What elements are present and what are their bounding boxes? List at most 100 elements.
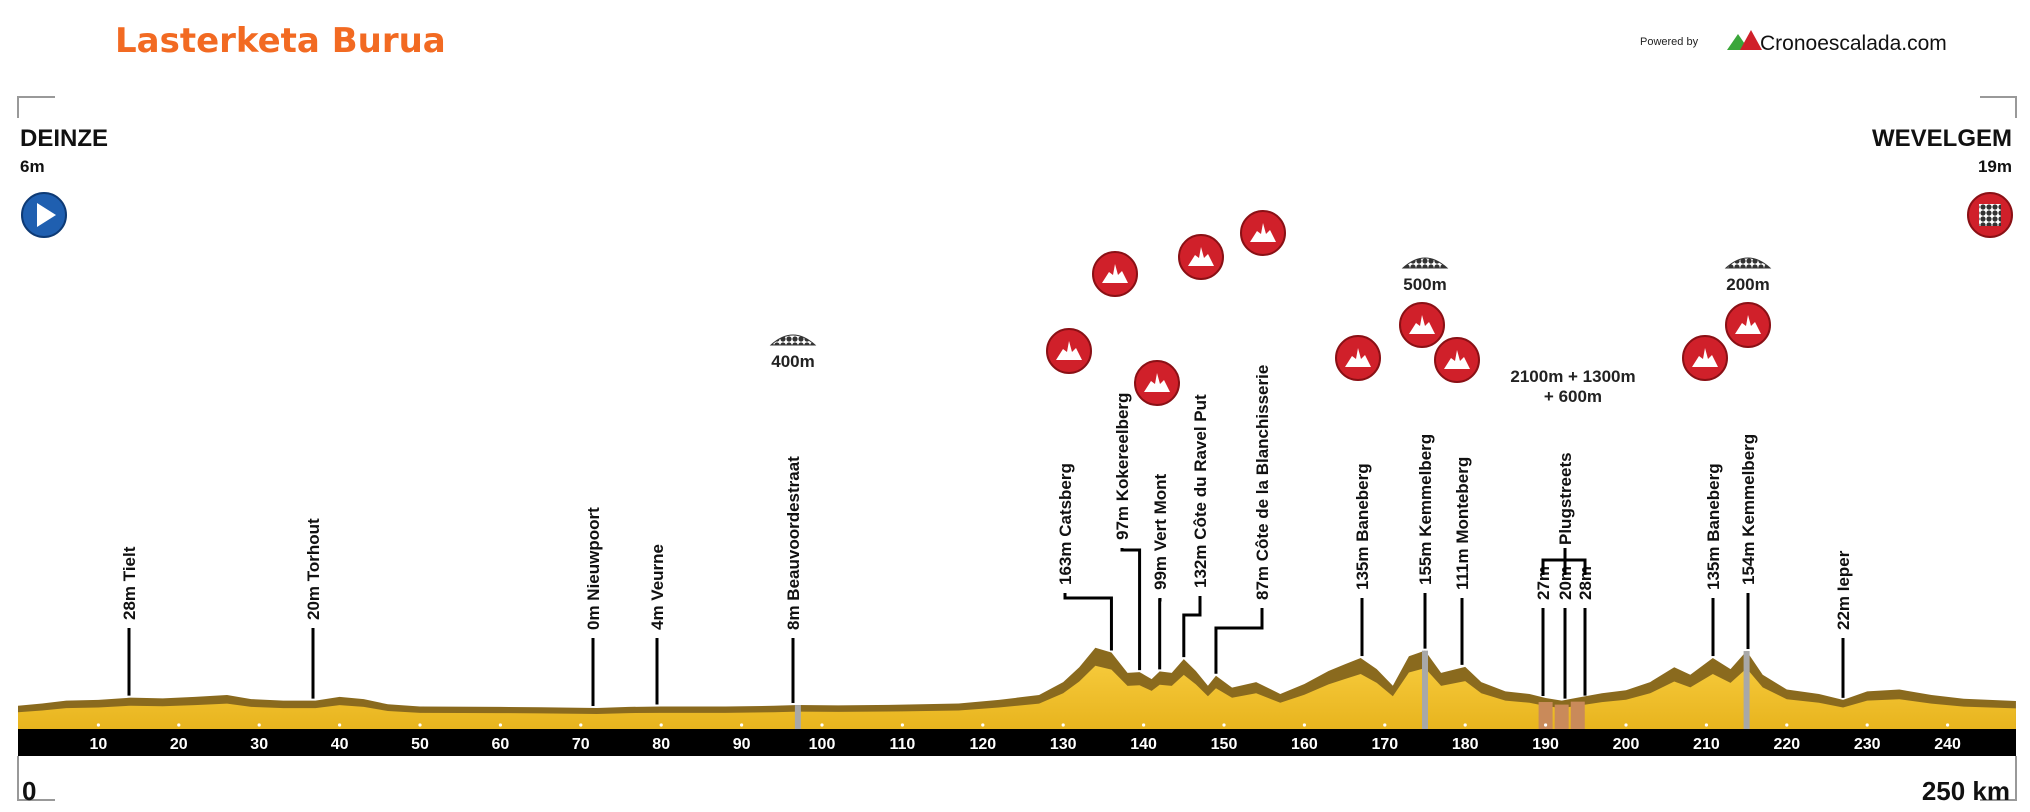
axis-start-label: 0	[22, 776, 36, 806]
tick-dot	[96, 723, 100, 727]
point-label: 87m Côte de la Blanchisserie	[1253, 365, 1272, 600]
x-tick-label: 230	[1854, 736, 1881, 753]
x-tick-label: 160	[1291, 736, 1318, 753]
axis-end-label: 250 km	[1922, 776, 2010, 806]
tick-dot	[338, 723, 342, 727]
tick-dot	[820, 723, 824, 727]
point-label: 22m Ieper	[1834, 550, 1853, 630]
climb-mountain-icon	[1046, 328, 1092, 374]
powered-by-text: Powered by	[1640, 36, 1699, 48]
point-label: 111m Monteberg	[1453, 457, 1472, 590]
plugstreets-note-line1: 2100m + 1300m	[1510, 367, 1635, 386]
point-label: 99m Vert Mont	[1151, 473, 1170, 590]
tick-dot	[1785, 723, 1789, 727]
mountain-glyph	[1144, 373, 1170, 392]
cronoescalada-logo-icon	[1727, 30, 1762, 50]
cobble-sector-bar	[1422, 650, 1428, 729]
finish-altitude: 19m	[1978, 157, 2012, 176]
cobble-sector-bar	[794, 705, 801, 729]
x-tick-label: 60	[492, 736, 510, 753]
frame	[17, 96, 2017, 801]
x-tick-label: 180	[1452, 736, 1479, 753]
point-label: 4m Veurne	[648, 544, 667, 630]
cobblestone-icon: 400m	[769, 334, 817, 371]
brand-link[interactable]: Cronoescalada.com	[1760, 32, 1947, 55]
tick-dot	[418, 723, 422, 727]
distance-axis-bar	[18, 729, 2016, 756]
gravel-sector-bar	[1538, 702, 1553, 729]
mountain-glyph	[1409, 315, 1435, 334]
cobblestone-icon: 200m	[1724, 257, 1772, 294]
tick-dot	[1061, 723, 1065, 727]
x-tick-label: 220	[1773, 736, 1800, 753]
x-tick-label: 110	[889, 736, 915, 753]
climb-mountain-icon	[1399, 302, 1445, 348]
climb-mountain-icon	[1434, 337, 1480, 383]
point-connector-line	[1214, 608, 1264, 674]
point-label: 155m Kemmelberg	[1416, 434, 1435, 585]
x-tick-label: 210	[1693, 736, 1720, 753]
profile-area	[18, 665, 2016, 729]
cobblestone-icon: 500m	[1401, 257, 1449, 294]
x-tick-label: 170	[1371, 736, 1398, 753]
tick-dot	[498, 723, 502, 727]
x-tick-label: 100	[809, 736, 836, 753]
tick-dot	[1624, 723, 1628, 727]
x-tick-label: 200	[1613, 736, 1640, 753]
finish-checkered-flag-icon	[1967, 192, 2013, 238]
plugstreets-bracket	[1541, 548, 1587, 575]
gravel-sector-bar	[1570, 701, 1585, 729]
point-label: 135m Baneberg	[1353, 463, 1372, 590]
point-label: 135m Baneberg	[1704, 463, 1723, 590]
tick-dot	[659, 723, 663, 727]
mountain-glyph	[1735, 315, 1761, 334]
x-tick-label: 20	[170, 736, 188, 753]
climb-mountain-icon	[1178, 234, 1224, 280]
tick-dot	[1865, 723, 1869, 727]
point-label: 27m	[1534, 566, 1553, 600]
mountain-glyph	[1056, 341, 1082, 360]
x-tick-label: 150	[1211, 736, 1238, 753]
mountain-glyph	[1345, 348, 1371, 367]
tick-dot	[257, 723, 261, 727]
x-tick-label: 30	[250, 736, 268, 753]
cobble-dome	[1724, 257, 1772, 269]
tick-dot	[579, 723, 583, 727]
cobble-sector-bar	[1743, 651, 1750, 729]
cobble-sector-length: 500m	[1403, 275, 1446, 294]
point-label: 97m Kokereelberg	[1113, 393, 1132, 540]
mountain-glyph	[1692, 348, 1718, 367]
mountain-glyph	[1102, 264, 1128, 283]
cobble-sector-length: 400m	[771, 352, 814, 371]
x-tick-label: 10	[90, 736, 108, 753]
mountain-glyph	[1250, 223, 1276, 242]
finish-town: WEVELGEM	[1872, 125, 2012, 152]
point-label: 0m Nieuwpoort	[584, 507, 603, 630]
tick-dot	[740, 723, 744, 727]
x-tick-label: 140	[1130, 736, 1157, 753]
mountain-glyph	[1444, 350, 1470, 369]
x-tick-label: 80	[652, 736, 670, 753]
cobble-dome	[769, 334, 817, 346]
climb-mountain-icon	[1092, 251, 1138, 297]
point-label: 28m Tielt	[120, 546, 139, 620]
tick-dot	[1383, 723, 1387, 727]
point-connector-line	[1120, 548, 1142, 671]
plugstreets-label: Plugstreets	[1556, 452, 1575, 545]
start-play-icon	[21, 192, 67, 238]
x-tick-label: 50	[411, 736, 429, 753]
tick-dot	[1142, 723, 1146, 727]
tick-dot	[981, 723, 985, 727]
tick-dot	[1302, 723, 1306, 727]
climb-mountain-icon	[1682, 335, 1728, 381]
point-label: 28m	[1576, 566, 1595, 600]
point-label: 20m	[1556, 566, 1575, 600]
tick-dot	[1222, 723, 1226, 727]
race-title: Lasterketa Burua	[115, 21, 446, 61]
climb-mountain-icon	[1240, 210, 1286, 256]
point-label: 163m Catsberg	[1056, 463, 1075, 585]
tick-dot	[1946, 723, 1950, 727]
tick-dot	[177, 723, 181, 727]
cobble-dome	[1401, 257, 1449, 269]
gravel-sector-bar	[1554, 704, 1569, 729]
